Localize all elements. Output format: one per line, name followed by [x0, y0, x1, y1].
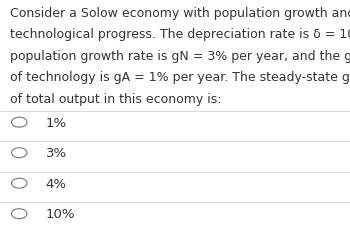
Text: of technology is gA = 1% per year. The steady-state growth rate: of technology is gA = 1% per year. The s… — [10, 71, 350, 84]
Text: population growth rate is gN = 3% per year, and the growth rate: population growth rate is gN = 3% per ye… — [10, 50, 350, 63]
Text: 3%: 3% — [46, 146, 66, 160]
Text: technological progress. The depreciation rate is δ = 10%, the: technological progress. The depreciation… — [10, 28, 350, 41]
Text: of total output in this economy is:: of total output in this economy is: — [10, 92, 222, 105]
Text: 1%: 1% — [46, 116, 66, 129]
Text: 10%: 10% — [46, 207, 75, 220]
Text: 4%: 4% — [46, 177, 66, 190]
Text: Consider a Solow economy with population growth and: Consider a Solow economy with population… — [10, 7, 350, 20]
